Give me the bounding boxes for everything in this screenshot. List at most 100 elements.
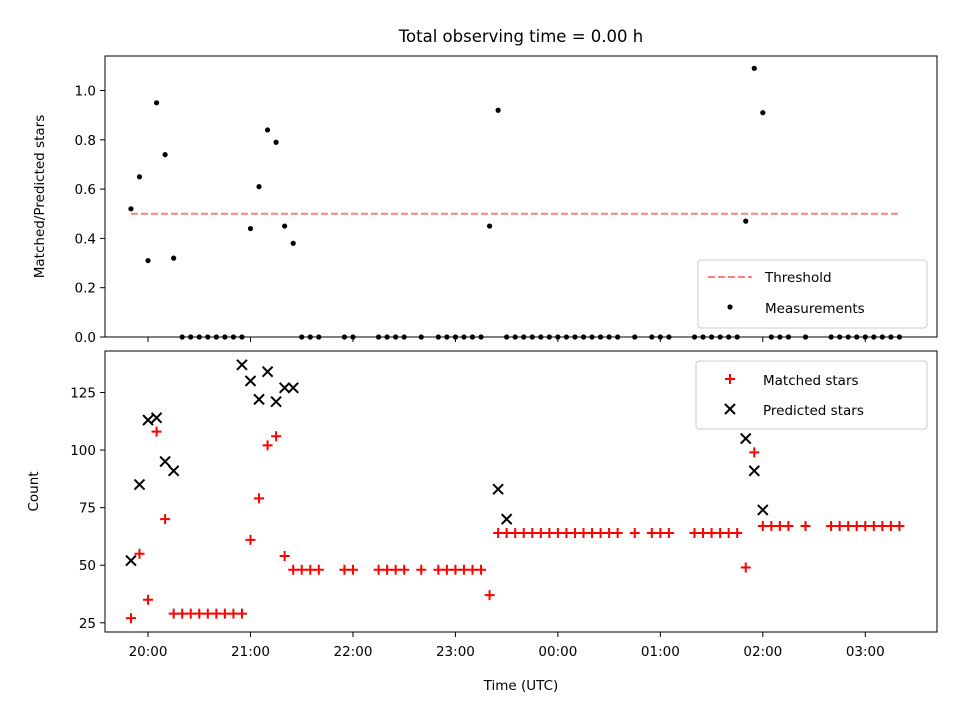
measurement-point [597, 334, 604, 340]
measurement-point [307, 334, 313, 340]
measurement-point [401, 334, 407, 340]
measurement-point [785, 334, 792, 340]
predicted-star-point [740, 432, 752, 445]
top-legend [697, 259, 928, 329]
measurement-point [452, 334, 459, 340]
measurement-point [350, 334, 356, 340]
matched-star-point [279, 550, 290, 561]
predicted-star-point [133, 478, 146, 491]
measurement-point [666, 334, 672, 340]
y-tick-label: 0.8 [75, 133, 96, 149]
measurement-point [538, 334, 544, 340]
matched-star-point [868, 521, 879, 532]
predicted-star-point [253, 393, 265, 406]
matched-star-point [296, 564, 307, 575]
measurement-point [854, 334, 860, 340]
predicted-star-point [278, 382, 291, 394]
measurement-point [751, 65, 757, 71]
measurement-point [128, 206, 134, 212]
predicted-star-point [287, 382, 299, 394]
predicted-star-point [500, 513, 513, 525]
measurement-point [230, 334, 237, 340]
matched-star-point [706, 527, 717, 538]
measurement-point [247, 225, 254, 232]
predicted-star-point [150, 412, 163, 424]
matched-star-point [527, 527, 538, 538]
measurement-point [504, 334, 510, 340]
measurement-point [393, 334, 399, 340]
y-tick-label: 100 [70, 443, 96, 459]
measurement-point [171, 255, 177, 261]
matched-star-point [458, 564, 469, 575]
predicted-star-point [261, 366, 274, 378]
matched-star-point [476, 564, 487, 575]
matched-star-point [305, 564, 316, 575]
x-tick-label: 02:00 [743, 644, 782, 660]
measurement-point [375, 334, 382, 340]
y-tick-label: 1.0 [75, 84, 96, 100]
x-tick-label: 00:00 [538, 644, 577, 660]
bottom-axes-frame [104, 350, 938, 633]
legend-threshold-label: Threshold [764, 270, 832, 286]
measurement-point [657, 334, 663, 340]
measurement-point [580, 334, 587, 340]
matched-star-point [544, 527, 555, 538]
matched-star-point [826, 521, 837, 532]
matched-star-point [715, 527, 726, 538]
matched-star-point [254, 493, 265, 504]
legend-matched-swatch [725, 374, 735, 384]
predicted-star-point [159, 455, 171, 468]
measurement-point [896, 334, 903, 340]
matched-star-point [228, 608, 239, 619]
matched-star-point [510, 527, 521, 538]
matched-star-point [467, 564, 478, 575]
y-tick-label: 0.0 [75, 330, 96, 346]
measurement-point [512, 334, 518, 340]
legend-predicted-swatch [724, 403, 736, 415]
x-axis-label: Time (UTC) [483, 678, 559, 694]
matched-star-point [569, 527, 580, 538]
y-tick-label: 125 [70, 385, 96, 401]
matched-star-point [723, 527, 734, 538]
measurement-point [563, 334, 570, 340]
matched-star-point [194, 608, 205, 619]
predicted-star-point [748, 465, 760, 477]
measurement-point [777, 334, 783, 340]
y-tick-label: 75 [79, 501, 96, 517]
measurement-point [486, 223, 493, 229]
bottom-panel: 25 50 75 100 125 Count 20:00 21:00 22:00 23:00 00:… [26, 350, 938, 694]
measurement-point [828, 334, 834, 340]
measurement-point [273, 139, 279, 145]
top-axes-frame [104, 55, 938, 338]
matched-star-point [851, 521, 862, 532]
measurement-point [444, 334, 450, 340]
legend-measurements-label: Measurements [765, 301, 865, 317]
matched-star-point [612, 527, 623, 538]
matched-star-point [689, 527, 700, 538]
y-tick-label: 0.4 [75, 231, 96, 247]
matched-star-point [245, 534, 256, 545]
top-y-axis-label: Matched/Predicted stars [32, 115, 48, 278]
matched-star-point [604, 527, 615, 538]
chart-title: Total observing time = 0.00 h [398, 27, 643, 46]
matched-star-point [757, 521, 768, 532]
measurement-point [691, 334, 698, 340]
matched-star-point [493, 527, 504, 538]
measurement-point [418, 334, 424, 340]
x-tick-label: 03:00 [846, 644, 885, 660]
matched-star-point [740, 562, 751, 573]
matched-star-point [843, 521, 854, 532]
matched-star-point [177, 608, 188, 619]
matched-star-point [894, 521, 905, 532]
matched-star-point [484, 590, 495, 601]
measurement-point [888, 334, 894, 340]
predicted-star-point [492, 483, 504, 495]
matched-star-point [185, 608, 196, 619]
legend-predicted-label: Predicted stars [763, 403, 864, 419]
measurement-point [760, 110, 766, 116]
predicted-star-point [236, 359, 248, 371]
predicted-star-point [125, 554, 137, 567]
matched-star-point [877, 521, 888, 532]
measurement-point [837, 334, 843, 340]
